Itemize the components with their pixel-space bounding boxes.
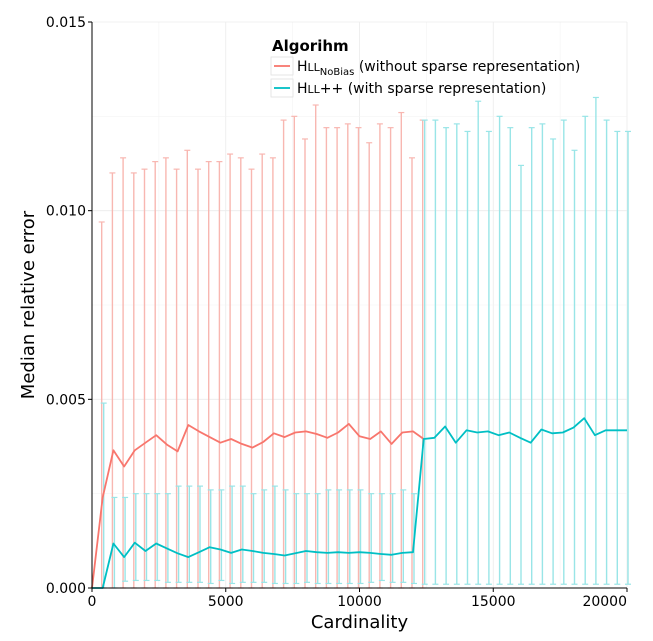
- axes: [88, 21, 628, 592]
- y-tick-label: 0.000: [46, 581, 86, 597]
- y-axis-title: Median relative error: [18, 210, 39, 399]
- series-line-0: [91, 422, 425, 589]
- y-tick-label: 0.015: [46, 15, 86, 31]
- error-bars: [98, 96, 631, 589]
- x-tick-label: 15000: [471, 594, 516, 610]
- legend: Algorihm HLLNoBias (without sparse repre…: [270, 37, 580, 98]
- x-tick-label: 20000: [582, 594, 627, 610]
- series-lines: [91, 417, 627, 589]
- y-tick-label: 0.010: [46, 204, 86, 220]
- y-tick-label: 0.005: [46, 392, 86, 408]
- legend-label-1: HLL++ (with sparse representation): [297, 81, 546, 97]
- legend-label-0: HLLNoBias (without sparse representation…: [297, 59, 580, 78]
- series-line-1: [92, 417, 627, 589]
- x-axis-title: Cardinality: [311, 612, 409, 633]
- x-tick-label: 0: [88, 594, 97, 610]
- grid: [91, 21, 628, 589]
- x-tick-label: 10000: [337, 594, 382, 610]
- tick-labels: 0 5000 10000 15000 20000 0.000 0.005 0.010 0.015: [46, 15, 627, 610]
- x-tick-label: 5000: [208, 594, 244, 610]
- legend-title: Algorihm: [272, 37, 349, 55]
